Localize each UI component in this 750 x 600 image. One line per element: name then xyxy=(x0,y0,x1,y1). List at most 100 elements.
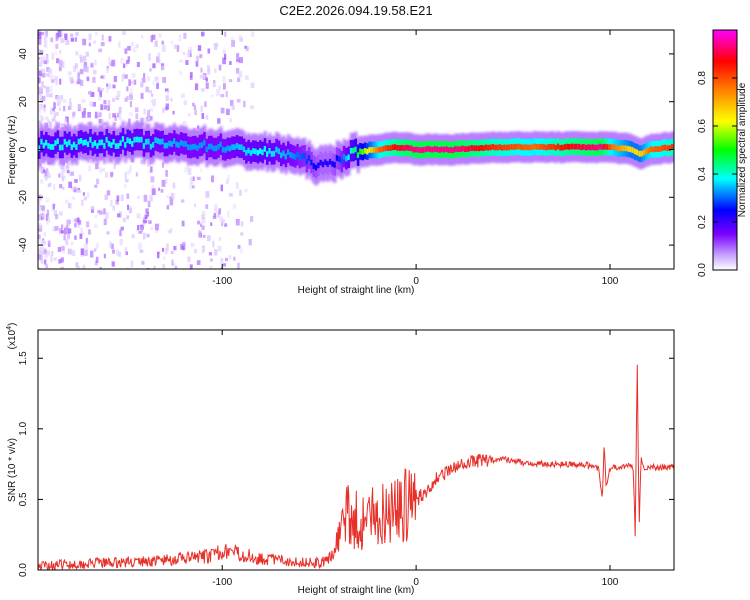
noise-cell xyxy=(126,59,130,64)
noise-cell xyxy=(231,40,236,47)
ridge-peak-cell xyxy=(535,144,539,150)
ridge-peak-cell xyxy=(352,147,355,154)
ridge-peak-cell xyxy=(107,140,111,147)
noise-cell xyxy=(68,203,72,209)
ridge-peak-cell xyxy=(515,143,518,150)
noise-cell xyxy=(193,203,197,208)
snr-plot: -100 0 100 0.0 0.5 1.0 1.5 Height of straight … xyxy=(6,323,675,596)
noise-cell xyxy=(58,59,63,67)
noise-cell xyxy=(149,108,153,112)
noise-cell xyxy=(100,88,105,92)
noise-cell xyxy=(74,37,78,42)
ridge-peak-cell xyxy=(582,144,585,150)
noise-cell xyxy=(154,76,159,82)
noise-cell xyxy=(178,34,182,42)
noise-cell xyxy=(58,95,62,102)
noise-cell xyxy=(53,210,57,216)
noise-cell xyxy=(213,213,217,218)
ridge-peak-cell xyxy=(342,153,346,160)
ridge-peak-cell xyxy=(335,155,339,161)
noise-cell xyxy=(80,248,84,256)
ridge-peak-cell xyxy=(412,146,415,153)
noise-cell xyxy=(137,195,140,200)
ridge-peak-cell xyxy=(173,138,176,144)
noise-cell xyxy=(88,165,92,172)
ridge-peak-cell xyxy=(312,163,315,169)
ridge-peak-cell xyxy=(638,150,641,157)
ridge-peak-cell xyxy=(666,145,669,151)
noise-cell xyxy=(162,107,165,113)
noise-cell xyxy=(164,248,168,255)
noise-cell xyxy=(113,163,117,169)
spectrogram-y-axis-label: Frequency (Hz) xyxy=(7,116,18,185)
noise-cell xyxy=(162,247,165,252)
noise-cell xyxy=(240,247,243,254)
noise-cell xyxy=(116,95,120,99)
noise-cell xyxy=(162,264,166,269)
ridge-peak-cell xyxy=(449,147,453,153)
noise-cell xyxy=(103,99,107,105)
noise-cell xyxy=(95,214,98,219)
spectrogram-x-axis-label: Height of straight line (km) xyxy=(298,285,415,296)
noise-cell xyxy=(41,205,45,211)
noise-cell xyxy=(44,259,47,265)
ridge-peak-cell xyxy=(328,158,332,165)
noise-cell xyxy=(244,45,248,49)
noise-cell xyxy=(190,242,195,247)
noise-cell xyxy=(98,48,103,53)
noise-cell xyxy=(197,220,201,225)
noise-cell xyxy=(186,51,191,58)
noise-cell xyxy=(189,75,193,81)
figure-title: C2E2.2026.094.19.58.E21 xyxy=(279,3,432,18)
noise-cell xyxy=(53,184,56,191)
noise-cell xyxy=(160,188,164,193)
ridge-peak-cell xyxy=(533,143,536,150)
ridge-peak-cell xyxy=(54,140,57,146)
ridge-peak-cell xyxy=(484,144,488,151)
noise-cell xyxy=(161,40,164,45)
snr-x-axis-label: Height of straight line (km) xyxy=(298,585,415,596)
noise-cell xyxy=(93,248,97,252)
noise-cell xyxy=(94,59,97,66)
noise-cell xyxy=(161,65,165,71)
y-tick-label: 1.5 xyxy=(18,351,29,365)
noise-cell xyxy=(162,77,167,83)
ridge-peak-cell xyxy=(510,144,513,150)
noise-cell xyxy=(131,73,136,78)
ridge-peak-cell xyxy=(40,138,43,145)
noise-cell xyxy=(70,37,75,42)
noise-cell xyxy=(180,244,184,250)
noise-cell xyxy=(70,171,75,176)
ridge-peak-cell xyxy=(131,141,134,147)
noise-cell xyxy=(128,79,131,87)
ridge-peak-cell xyxy=(177,142,180,148)
noise-cell xyxy=(133,46,136,52)
noise-cell xyxy=(131,41,134,47)
noise-cell xyxy=(152,63,156,69)
noise-cell xyxy=(59,35,63,40)
ridge-peak-cell xyxy=(522,144,525,151)
noise-cell xyxy=(77,220,82,225)
ridge-peak-cell xyxy=(105,136,108,143)
noise-cell xyxy=(43,248,47,254)
noise-cell xyxy=(41,81,44,87)
noise-cell xyxy=(40,56,45,63)
ridge-peak-cell xyxy=(184,141,187,147)
noise-cell xyxy=(44,35,47,41)
noise-cell xyxy=(79,54,82,59)
noise-cell xyxy=(201,211,206,216)
noise-cell xyxy=(97,210,100,214)
noise-cell xyxy=(49,121,52,128)
noise-cell xyxy=(39,50,44,54)
noise-cell xyxy=(250,82,255,88)
noise-cell xyxy=(72,186,77,192)
ridge-peak-cell xyxy=(117,143,120,149)
noise-cell xyxy=(45,33,48,38)
noise-cell xyxy=(200,223,203,228)
ridge-peak-cell xyxy=(377,146,381,153)
ridge-peak-cell xyxy=(517,143,520,150)
noise-cell xyxy=(50,85,53,93)
noise-cell xyxy=(63,234,66,241)
ridge-peak-cell xyxy=(631,147,634,153)
noise-cell xyxy=(38,110,42,114)
